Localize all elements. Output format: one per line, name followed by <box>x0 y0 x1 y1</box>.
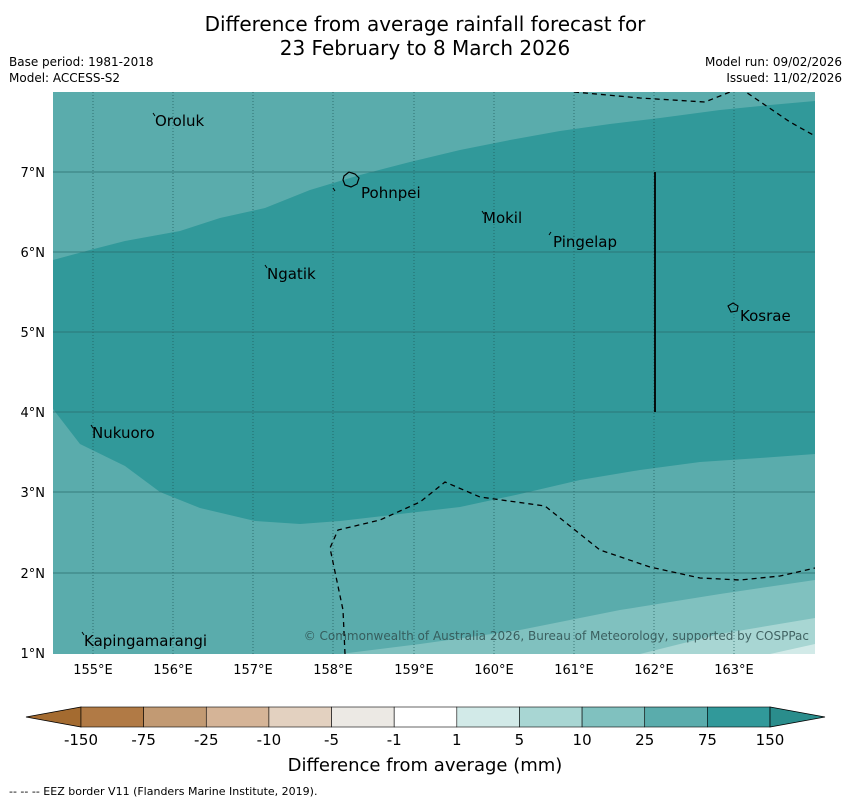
map-title: Difference from average rainfall forecas… <box>0 12 850 60</box>
colorbar-label: 25 <box>635 731 654 749</box>
colorbar: -150 -75 -25 -10 -5 -1 1 5 10 25 75 150 <box>25 706 826 749</box>
lat-label: 1°N <box>21 647 46 662</box>
map-area: Oroluk Pohnpei Mokil Pingelap Ngatik Kos… <box>53 92 815 654</box>
lat-label: 6°N <box>21 246 46 261</box>
colorbar-label: -25 <box>194 731 219 749</box>
atoll-marks <box>81 112 552 636</box>
colorbar-cell <box>707 706 771 728</box>
lat-label: 2°N <box>21 567 46 582</box>
lat-label: 4°N <box>21 406 46 421</box>
eez-borders <box>329 92 815 654</box>
place-mokil: Mokil <box>483 209 522 227</box>
place-ngatik: Ngatik <box>267 265 316 283</box>
longitude-labels: 155°E 156°E 157°E 158°E 159°E 160°E 161°… <box>73 663 754 678</box>
model-name: Model: ACCESS-S2 <box>9 71 121 85</box>
base-period: Base period: 1981-2018 <box>9 55 154 69</box>
kosrae-island <box>727 302 739 313</box>
colorbar-label: -150 <box>64 731 98 749</box>
model-run: Model run: 09/02/2026 <box>704 55 842 69</box>
colorbar-title: Difference from average (mm) <box>287 755 563 776</box>
colorbar-label: 75 <box>698 731 717 749</box>
place-oroluk: Oroluk <box>155 112 204 130</box>
colorbar-label: 1 <box>452 731 462 749</box>
lon-label: 156°E <box>153 663 193 678</box>
lon-label: 155°E <box>73 663 113 678</box>
anomaly-band-5-10 <box>640 618 815 654</box>
colorbar-cell <box>331 706 395 728</box>
place-kosrae: Kosrae <box>740 307 791 325</box>
eez-footnote: -- -- -- EEZ border V11 (Flanders Marine… <box>9 785 318 798</box>
lon-label: 160°E <box>474 663 514 678</box>
title-line-1: Difference from average rainfall forecas… <box>204 12 646 36</box>
lon-label: 157°E <box>233 663 273 678</box>
lon-label: 162°E <box>634 663 674 678</box>
meta-right: Model run: 09/02/2026 Issued: 11/02/2026 <box>705 54 842 86</box>
colorbar-label: 150 <box>756 731 785 749</box>
place-pohnpei: Pohnpei <box>361 184 421 202</box>
colorbar-cell <box>268 706 332 728</box>
copyright-text: © Commonwealth of Australia 2026, Bureau… <box>304 629 809 643</box>
colorbar-label: -10 <box>257 731 282 749</box>
lon-label: 159°E <box>394 663 434 678</box>
colorbar-right-arrow <box>769 706 826 728</box>
meta-left: Base period: 1981-2018 Model: ACCESS-S2 <box>9 54 154 86</box>
colorbar-cell <box>644 706 708 728</box>
place-kapingamarangi: Kapingamarangi <box>84 632 207 650</box>
place-nukuoro: Nukuoro <box>92 424 155 442</box>
colorbar-label: -75 <box>131 731 156 749</box>
latitude-labels: 7°N 6°N 5°N 4°N 3°N 2°N 1°N <box>21 166 46 662</box>
lon-label: 158°E <box>313 663 353 678</box>
anomaly-band-1-5 <box>770 644 815 654</box>
colorbar-left-arrow <box>25 706 82 728</box>
issued-date: Issued: 11/02/2026 <box>726 71 842 85</box>
colorbar-cell <box>143 706 207 728</box>
latitude-lines <box>53 171 815 574</box>
colorbar-label: 10 <box>573 731 592 749</box>
colorbar-label: -1 <box>387 731 402 749</box>
lat-label: 3°N <box>21 486 46 501</box>
anomaly-band-75-150 <box>53 101 815 524</box>
colorbar-cell <box>519 706 583 728</box>
colorbar-cell <box>80 706 144 728</box>
lon-label: 161°E <box>554 663 594 678</box>
colorbar-label: -5 <box>324 731 339 749</box>
colorbar-cell <box>393 706 458 728</box>
place-pingelap: Pingelap <box>553 233 617 251</box>
anomaly-band-10-25 <box>340 580 815 654</box>
colorbar-cell <box>205 706 270 728</box>
lon-label: 163°E <box>714 663 754 678</box>
colorbar-cell <box>581 706 646 728</box>
colorbar-label: 5 <box>515 731 525 749</box>
title-line-2: 23 February to 8 March 2026 <box>279 36 571 60</box>
lat-label: 5°N <box>21 326 46 341</box>
pohnpei-island <box>342 171 360 188</box>
lat-label: 7°N <box>21 166 46 181</box>
colorbar-cell <box>456 706 520 728</box>
